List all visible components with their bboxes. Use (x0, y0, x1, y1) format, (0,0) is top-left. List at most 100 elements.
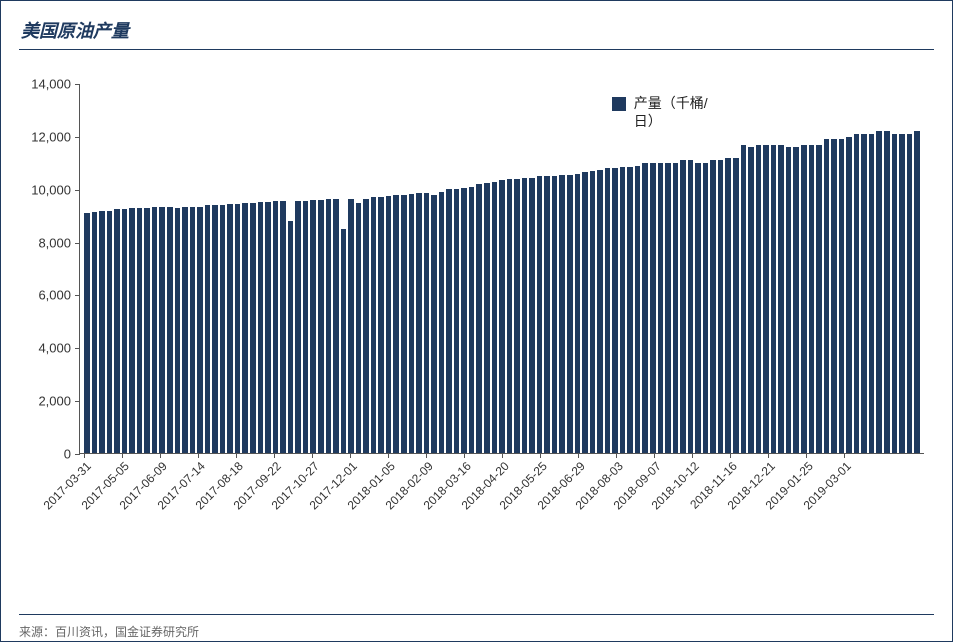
y-tick-mark (75, 401, 80, 402)
y-tick-label: 0 (64, 447, 71, 462)
bar (575, 174, 581, 453)
bar (84, 213, 90, 453)
bar (824, 139, 830, 453)
bar (914, 131, 920, 453)
x-tick-mark (578, 453, 579, 458)
x-tick-mark (312, 453, 313, 458)
bar (454, 189, 460, 453)
bar (129, 208, 135, 453)
x-tick-mark (540, 453, 541, 458)
bar (258, 202, 264, 453)
legend-swatch (612, 97, 626, 111)
x-tick-mark (692, 453, 693, 458)
bar (99, 211, 105, 453)
bar-series (80, 84, 924, 453)
bar (235, 204, 241, 453)
bar (461, 188, 467, 453)
bar (182, 207, 188, 453)
bar (469, 187, 475, 453)
y-tick-label: 4,000 (38, 341, 71, 356)
bar (227, 204, 233, 453)
bar (552, 176, 558, 453)
bar (718, 160, 724, 453)
x-tick-mark (160, 453, 161, 458)
bar (544, 176, 550, 453)
bar (892, 134, 898, 453)
bar (333, 199, 339, 453)
bar (771, 145, 777, 453)
bar (778, 145, 784, 453)
bar (869, 134, 875, 453)
bar (220, 205, 226, 453)
bar (137, 208, 143, 453)
bar (152, 207, 158, 453)
x-tick-mark (236, 453, 237, 458)
x-tick-mark (388, 453, 389, 458)
bar (288, 221, 294, 453)
bar (514, 179, 520, 453)
bar (393, 195, 399, 453)
bar (416, 193, 422, 453)
bar (839, 139, 845, 453)
x-tick-mark (84, 453, 85, 458)
chart-title: 美国原油产量 (21, 17, 934, 43)
bar (242, 203, 248, 453)
bar (175, 208, 181, 453)
y-tick-mark (75, 84, 80, 85)
bar (786, 147, 792, 453)
y-tick-mark (75, 190, 80, 191)
bar (688, 160, 694, 453)
bar (673, 163, 679, 453)
bar (439, 192, 445, 453)
bar (303, 201, 309, 454)
bar (197, 207, 203, 453)
title-underline (19, 49, 934, 50)
x-tick-mark (806, 453, 807, 458)
source-divider (19, 614, 934, 615)
y-tick-mark (75, 348, 80, 349)
bar (92, 212, 98, 453)
bar (733, 158, 739, 453)
legend-text: 产量（千桶/ 日） (634, 95, 708, 130)
chart-area: 02,0004,0006,0008,00010,00012,00014,000 … (19, 84, 934, 544)
bar (446, 189, 452, 453)
x-tick-mark (844, 453, 845, 458)
bar (114, 209, 120, 453)
bar (741, 145, 747, 453)
bar (703, 163, 709, 453)
bar (665, 163, 671, 453)
bar (658, 163, 664, 453)
x-tick-mark (426, 453, 427, 458)
y-tick-mark (75, 243, 80, 244)
bar (144, 208, 150, 453)
bar (861, 134, 867, 453)
bar (378, 197, 384, 453)
y-tick-label: 6,000 (38, 288, 71, 303)
bar (205, 205, 211, 453)
legend-label-line1: 产量（千桶/ (634, 95, 708, 111)
bar (590, 171, 596, 453)
bar (280, 201, 286, 453)
bar (326, 199, 332, 453)
bar (559, 175, 565, 453)
x-tick-mark (122, 453, 123, 458)
legend: 产量（千桶/ 日） (612, 95, 708, 130)
bar (695, 163, 701, 453)
bar (899, 134, 905, 453)
x-tick-mark (616, 453, 617, 458)
bar (409, 194, 415, 453)
bar (348, 199, 354, 453)
bar (363, 199, 369, 453)
bar (725, 158, 731, 453)
bar (371, 197, 377, 453)
bar (522, 178, 528, 453)
bar (680, 160, 686, 453)
bar (620, 167, 626, 453)
bar (567, 175, 573, 453)
bar (492, 182, 498, 453)
bar (605, 168, 611, 453)
bar (107, 211, 113, 453)
x-tick-mark (198, 453, 199, 458)
x-axis-labels: 2017-03-312017-05-052017-06-092017-07-14… (80, 453, 924, 543)
x-tick-mark (768, 453, 769, 458)
